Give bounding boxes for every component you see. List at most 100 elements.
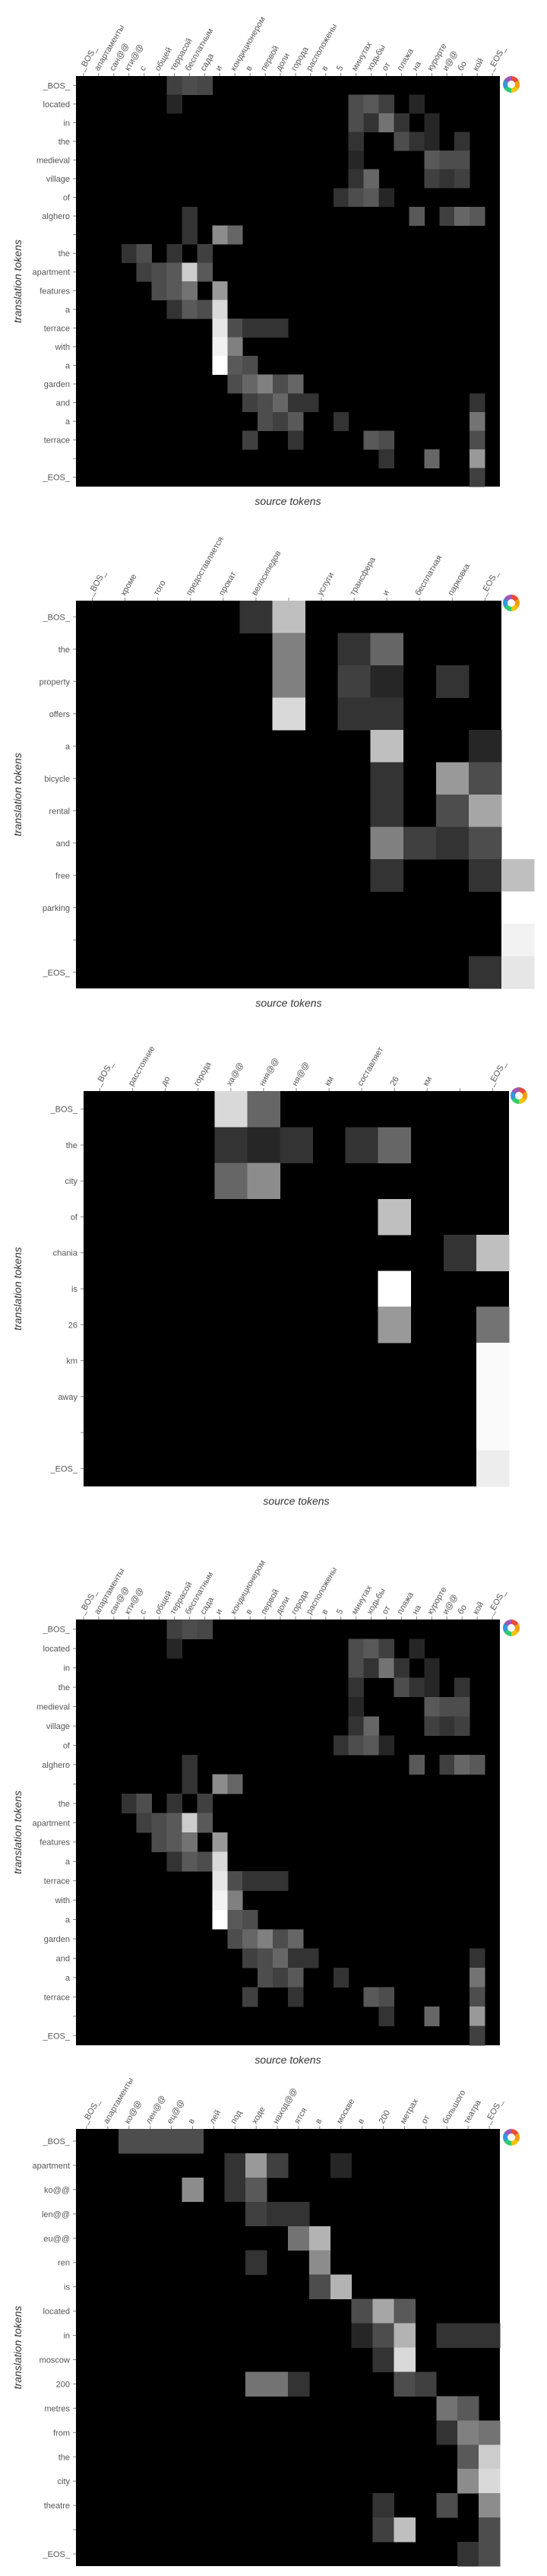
heatmap-cell [424, 113, 439, 132]
y-tick-label: the [58, 138, 70, 147]
heatmap-cell [457, 2469, 479, 2493]
y-tick-label: and [56, 399, 70, 408]
bokeh-logo-icon[interactable] [503, 1620, 520, 1636]
y-tick-label: len@@ [42, 2210, 70, 2219]
heatmap-cell [273, 319, 288, 338]
y-tick-label: theatre [44, 2501, 70, 2511]
y-tick-label: _EOS_ [43, 969, 71, 978]
x-tick-label: с [138, 64, 148, 72]
heatmap-cell [457, 2420, 479, 2444]
heatmap-cell [182, 1620, 198, 1639]
heatmap-cell [371, 730, 403, 763]
heatmap-cell [469, 795, 501, 827]
heatmap-cell [373, 2324, 394, 2348]
heatmap-cell [378, 1199, 411, 1236]
y-tick-label: is [64, 2283, 70, 2292]
y-axis-title: translation tokens [11, 2306, 24, 2390]
heatmap-cell [424, 170, 439, 189]
heatmap-cell [349, 1716, 364, 1736]
heatmap-cell [212, 1871, 227, 1891]
heatmap-cell [364, 1639, 379, 1658]
x-tick-label: _EOS_ [483, 2097, 505, 2126]
y-tick-label: in [63, 2332, 70, 2341]
heatmap-cell [454, 1755, 470, 1775]
heatmap-cell [245, 2178, 267, 2202]
heatmap-cell [167, 1794, 182, 1813]
heatmap-cell [349, 1697, 364, 1717]
heatmap-cell [436, 795, 469, 827]
heatmap-cell [476, 1235, 509, 1271]
heatmap-cell [439, 1716, 454, 1736]
heatmap-cell [394, 2324, 416, 2348]
y-axis-title: translation tokens [11, 753, 24, 836]
bokeh-logo-icon[interactable] [503, 76, 520, 93]
heatmap-cell [182, 207, 198, 226]
x-tick-label: под [229, 2108, 244, 2125]
heatmap-cell [242, 1929, 258, 1949]
heatmap-cell [424, 1697, 439, 1717]
heatmap-cell [227, 375, 242, 394]
y-tick-label: features [40, 1838, 70, 1848]
heatmap-cell [379, 449, 394, 468]
heatmap-cell [267, 2371, 288, 2396]
y-tick-label: a [65, 1857, 71, 1867]
heatmap-cell [476, 1451, 509, 1487]
heatmap-cell [364, 188, 379, 207]
x-axis-title: source tokens [255, 997, 321, 1009]
heatmap-cell [212, 281, 227, 300]
y-tick-label: of [63, 194, 71, 203]
x-tick-label: расстояние [127, 1045, 157, 1088]
y-tick-label: a [65, 306, 71, 315]
heatmap-cell [182, 281, 198, 300]
heatmap-cell [258, 1968, 273, 1988]
y-tick-label: metres [44, 2404, 70, 2413]
heatmap-cell [167, 262, 182, 281]
heatmap-cell [122, 244, 137, 263]
heatmap-cell [258, 375, 273, 394]
heatmap-cell [267, 2153, 288, 2178]
heatmap-cell [394, 132, 409, 151]
heatmap-cell [379, 1988, 394, 2007]
heatmap-cell [273, 375, 288, 394]
heatmap-cell [476, 1343, 509, 1379]
y-tick-label: apartment [32, 1819, 70, 1828]
x-axis-title: source tokens [255, 495, 321, 507]
heatmap-cell [378, 1307, 411, 1344]
heatmap-cell [152, 1832, 167, 1852]
heatmap-cell [182, 225, 198, 244]
y-tick-label: terrace [44, 1993, 70, 2002]
heatmap-cell [140, 2129, 161, 2153]
x-tick-label: 5 [335, 1607, 345, 1616]
y-tick-label: 200 [56, 2380, 70, 2389]
x-tick-label: бо [456, 60, 469, 73]
x-tick-label: в [187, 2117, 197, 2125]
heatmap-cell [245, 2153, 267, 2178]
x-tick-label: в [244, 64, 254, 72]
heatmap-cell [167, 76, 182, 95]
heatmap-cell [303, 393, 318, 412]
heatmap-cell [415, 2371, 436, 2396]
heatmap-cell [349, 95, 364, 114]
heatmap-cell [273, 1929, 288, 1949]
bokeh-logo-icon[interactable] [503, 2129, 520, 2146]
heatmap-cell [197, 1851, 212, 1871]
x-tick-label: в [320, 1607, 330, 1616]
heatmap-cell [272, 633, 305, 666]
heatmap-cell [501, 892, 534, 925]
y-tick-label: located [43, 2308, 70, 2317]
y-tick-label: alghero [42, 212, 70, 221]
heatmap-cell [470, 2007, 485, 2026]
heatmap-cell [470, 449, 485, 468]
bokeh-logo-icon[interactable] [503, 595, 520, 611]
y-tick-label: chania [53, 1249, 78, 1258]
bokeh-logo-icon[interactable] [511, 1087, 527, 1104]
x-tick-label: до [160, 1075, 172, 1088]
x-tick-label: лей [208, 2108, 223, 2125]
heatmap-cell [476, 1307, 509, 1344]
heatmap-cell [242, 1871, 258, 1891]
heatmap-cell [501, 956, 534, 989]
heatmap-cell [373, 2348, 394, 2372]
heatmap-3: _BOS_ расстояние до города ха@@ ния@@ ня@@ км со… [0, 1034, 547, 1543]
heatmap-cell [379, 430, 394, 449]
